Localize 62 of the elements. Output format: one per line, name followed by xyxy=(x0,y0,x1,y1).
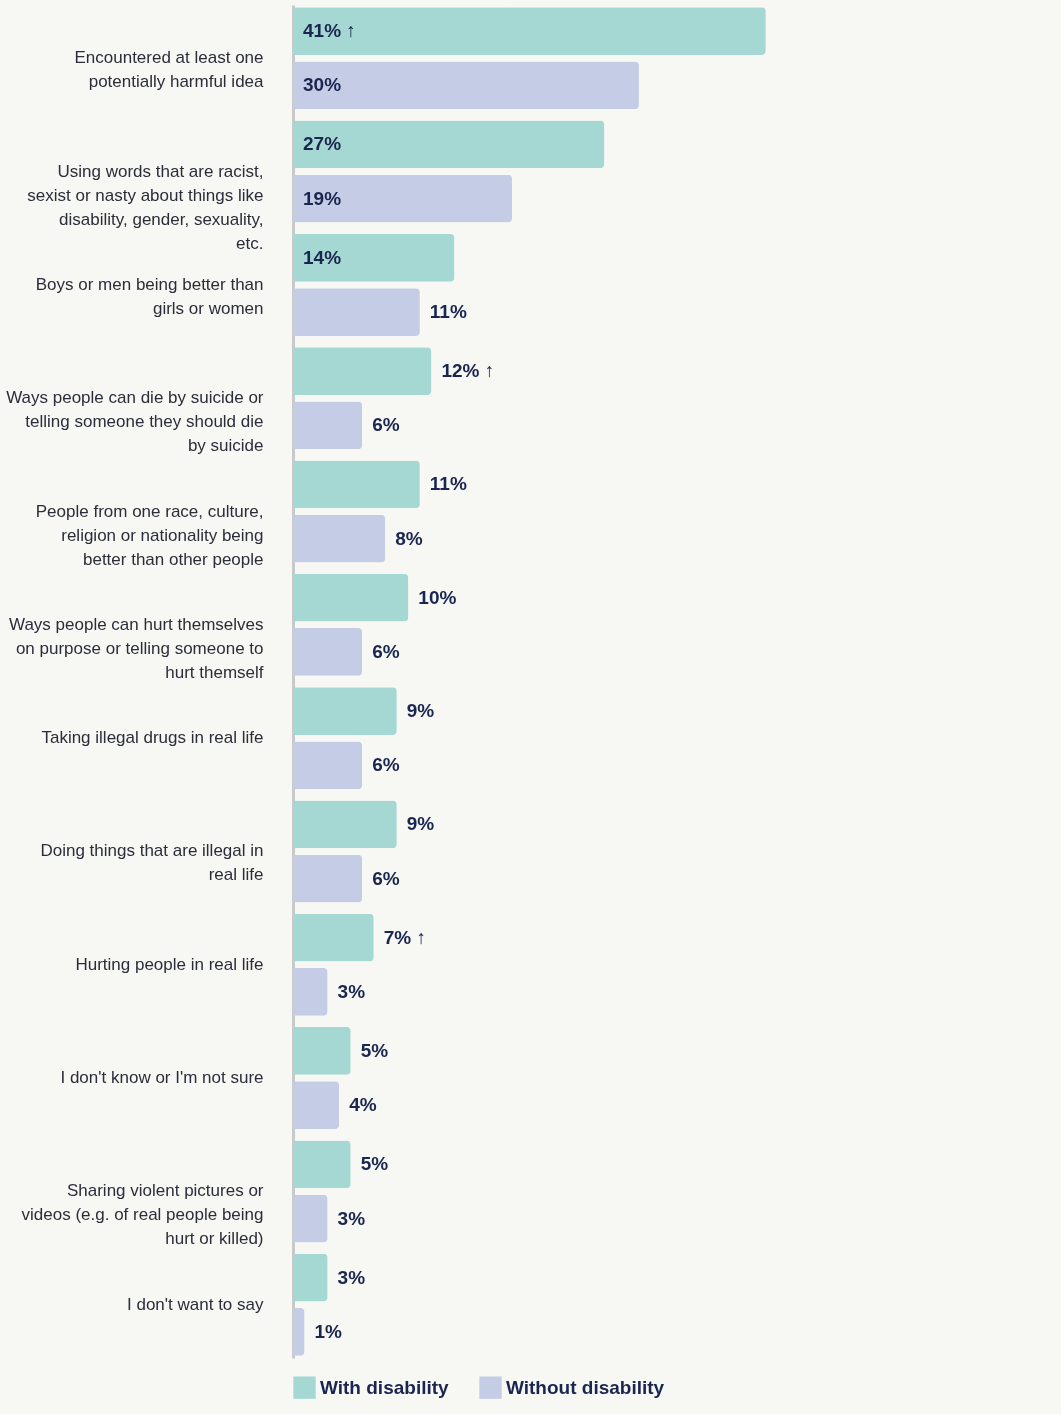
data-label: 19% xyxy=(303,187,342,209)
data-label: 27% xyxy=(303,133,342,155)
data-label: 11% xyxy=(429,473,467,495)
y-tick-label: Sharing violent pictures or videos (e.g. of real people being hurt or killed) xyxy=(21,1181,264,1249)
data-label: 3% xyxy=(337,980,366,1002)
data-label: 12% ↑ xyxy=(441,360,495,382)
bar xyxy=(293,288,420,336)
bar xyxy=(293,687,397,735)
bar xyxy=(293,174,513,223)
data-label: 6% xyxy=(372,867,400,889)
y-tick-label: Ways people can die by suicide or telling someone they should die by suicide xyxy=(6,388,264,456)
y-tick-label: I don't know or I'm not sure xyxy=(60,1068,264,1088)
bar xyxy=(293,1140,351,1189)
data-label: 6% xyxy=(372,414,400,436)
bar xyxy=(293,628,363,676)
bar xyxy=(293,1027,351,1075)
data-label: 7% ↑ xyxy=(383,926,426,948)
bar xyxy=(293,347,432,395)
y-tick-label: Doing things that are illegal in real life xyxy=(40,841,264,885)
data-label: 6% xyxy=(372,640,400,662)
bar xyxy=(293,233,455,282)
y-tick-label: Encountered at least one potentially harmful idea xyxy=(74,48,265,92)
y-tick-label: Using words that are racist, sexist or nasty about things like disability, gender, sexuality, etc. xyxy=(27,161,264,253)
data-label: 3% xyxy=(337,1266,366,1288)
data-label: 30% xyxy=(303,74,342,96)
bar xyxy=(293,913,374,962)
data-label: 10% xyxy=(418,586,457,608)
y-tick-label: I don't want to say xyxy=(127,1294,264,1314)
bar xyxy=(293,1081,340,1130)
bar xyxy=(293,7,766,55)
y-tick-label: People from one race, culture, religion or nationality being better than other people xyxy=(35,501,264,569)
legend-label: With disability xyxy=(320,1376,450,1398)
bar xyxy=(293,401,363,450)
data-label: 11% xyxy=(429,301,467,323)
data-label: 6% xyxy=(372,754,400,776)
data-label: 9% xyxy=(406,813,435,835)
data-label: 4% xyxy=(349,1094,377,1116)
bar xyxy=(293,61,639,110)
bar xyxy=(293,854,363,903)
bar xyxy=(293,120,605,169)
bar xyxy=(293,514,386,563)
bar xyxy=(293,1253,328,1302)
data-label: 1% xyxy=(314,1320,343,1342)
data-label: 3% xyxy=(337,1207,366,1229)
bar xyxy=(293,460,420,509)
data-label: 8% xyxy=(395,527,423,549)
data-label: 5% xyxy=(360,1039,389,1061)
y-tick-label: Taking illegal drugs in real life xyxy=(41,728,264,748)
y-tick-label: Boys or men being better than girls or women xyxy=(35,274,264,318)
bar xyxy=(293,573,409,622)
bar xyxy=(293,741,363,790)
bar xyxy=(293,1194,328,1243)
legend-label: Without disability xyxy=(506,1376,665,1398)
y-tick-label: Hurting people in real life xyxy=(75,954,264,974)
bar xyxy=(293,800,397,849)
data-label: 14% xyxy=(303,246,342,268)
data-label: 5% xyxy=(360,1153,389,1175)
y-tick-label: Ways people can hurt themselves on purpose or telling someone to hurt themself xyxy=(9,614,264,682)
bar xyxy=(293,968,328,1016)
data-label: 9% xyxy=(406,700,435,722)
data-label: 41% ↑ xyxy=(303,20,356,42)
bar xyxy=(293,1308,305,1356)
